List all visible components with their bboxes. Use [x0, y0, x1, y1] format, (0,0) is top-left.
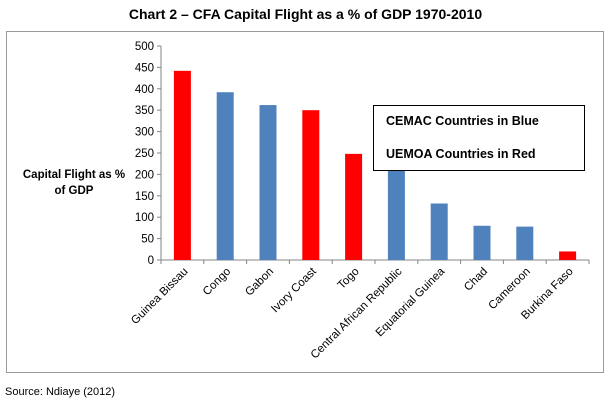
bar: [302, 110, 320, 260]
y-tick-label: 500: [135, 41, 154, 53]
bar: [259, 105, 277, 261]
bar: [387, 168, 405, 260]
x-tick-label: Togo: [336, 266, 362, 292]
y-tick-label: 450: [135, 62, 154, 74]
bar: [216, 92, 234, 260]
y-tick-label: 250: [135, 148, 154, 160]
y-tick-label: 0: [148, 255, 154, 267]
legend-cemac: CEMAC Countries in Blue: [386, 114, 539, 128]
x-tick-label: Cameroon: [486, 266, 532, 312]
y-tick-label: 200: [135, 169, 154, 181]
y-tick-label: 300: [135, 127, 154, 139]
bar: [173, 70, 191, 260]
bar-chart-svg: 0 50 100 150 200 250 300 350 400 450 500 Guinea Bis…: [129, 41, 590, 361]
bar: [345, 153, 363, 260]
legend: CEMAC Countries in Blue UEMOA Countries …: [373, 105, 585, 171]
y-tick-label: 150: [135, 191, 154, 203]
bar: [559, 251, 577, 260]
x-tick-label: Ivory Coast: [269, 265, 319, 315]
bar: [473, 225, 491, 260]
x-tick-label: Congo: [201, 266, 233, 298]
bar: [516, 226, 534, 260]
x-tick-label: Guinea Bissau: [129, 266, 190, 327]
y-tick-label: 350: [135, 105, 154, 117]
chart-title: Chart 2 – CFA Capital Flight as a % of G…: [128, 6, 483, 22]
y-tick-label: 100: [135, 212, 154, 224]
legend-uemoa: UEMOA Countries in Red: [386, 147, 536, 161]
bar: [430, 203, 448, 260]
y-tick-label: 400: [135, 84, 154, 96]
chart-area: 0 50 100 150 200 250 300 350 400 450 500 Guinea Bis…: [6, 31, 604, 373]
x-tick-label: Chad: [462, 266, 490, 294]
x-tick-label: Gabon: [243, 266, 276, 299]
y-tick-label: 50: [141, 234, 154, 246]
source-note: Source: Ndiaye (2012): [5, 386, 116, 398]
y-axis-label: Capital Flight as % of GDP: [22, 169, 126, 197]
